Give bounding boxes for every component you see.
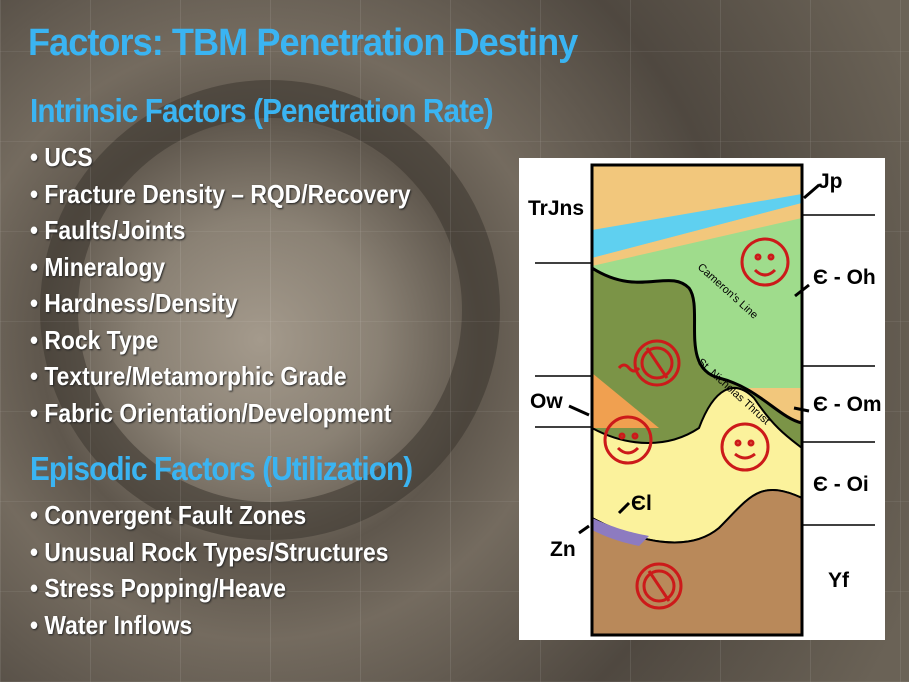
no-symbol-icon xyxy=(617,339,681,387)
layer-ow xyxy=(592,373,659,428)
smiley-icon xyxy=(720,422,770,472)
smiley-icon xyxy=(740,237,790,287)
geologic-cross-section: Cameron's Line St. Nicholas Thrust TrJns… xyxy=(519,158,885,640)
list-item: • Stress Popping/Heave xyxy=(30,573,286,603)
label-coh: Є - Oh xyxy=(813,266,876,289)
intrinsic-heading: Intrinsic Factors (Penetration Rate) xyxy=(30,92,494,129)
episodic-list: • Convergent Fault Zones • Unusual Rock … xyxy=(30,497,437,643)
label-com: Є - Om xyxy=(813,393,882,416)
label-coi: Є - Oi xyxy=(813,473,869,496)
label-ow: Ow xyxy=(530,390,563,413)
list-item: • Convergent Fault Zones xyxy=(30,500,307,530)
layer-jp-blue xyxy=(592,194,802,258)
layer-zn xyxy=(592,518,649,546)
list-item: • Water Inflows xyxy=(30,609,193,640)
list-item: • Faults/Joints xyxy=(30,215,186,245)
no-symbol-icon xyxy=(635,562,683,610)
list-item: • Hardness/Density xyxy=(30,288,238,318)
smiley-icon xyxy=(603,415,653,465)
boundary-lines xyxy=(535,214,875,526)
column-border xyxy=(590,163,804,637)
slide-title: Factors: TBM Penetration Destiny xyxy=(28,22,578,64)
list-item: • Unusual Rock Types/Structures xyxy=(30,536,389,567)
list-item: • Fabric Orientation/Development xyxy=(30,397,392,428)
label-trjns: TrJns xyxy=(528,197,584,220)
arrow-icons xyxy=(568,183,820,535)
list-item: • Texture/Metamorphic Grade xyxy=(30,361,347,391)
list-item: • Rock Type xyxy=(30,324,159,355)
label-cl: Єl xyxy=(631,492,652,515)
layer-tan-lower xyxy=(592,203,802,266)
list-item: • UCS xyxy=(30,142,93,172)
label-jp: Jp xyxy=(818,170,843,193)
episodic-heading: Episodic Factors (Utilization) xyxy=(30,450,413,487)
cross-section-svg: Cameron's Line St. Nicholas Thrust TrJns… xyxy=(528,163,882,637)
list-item: • Mineralogy xyxy=(30,251,166,282)
list-item: • Fracture Density – RQD/Recovery xyxy=(30,178,411,209)
intrinsic-list: • UCS • Fracture Density – RQD/Recovery … xyxy=(30,139,463,431)
label-zn: Zn xyxy=(550,538,576,561)
label-yf: Yf xyxy=(828,569,850,592)
